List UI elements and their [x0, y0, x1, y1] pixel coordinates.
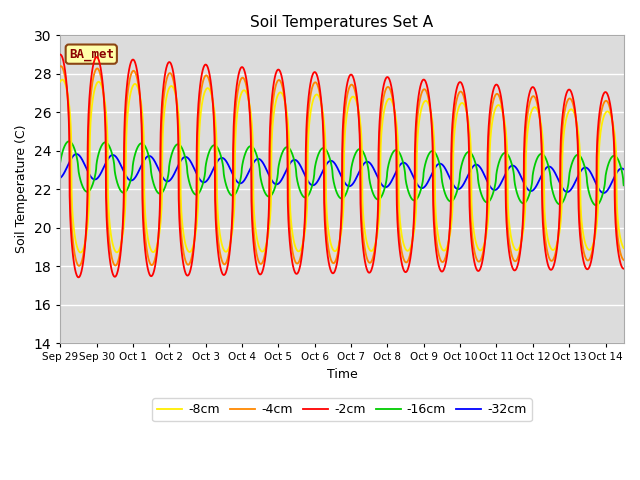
- Y-axis label: Soil Temperature (C): Soil Temperature (C): [15, 125, 28, 253]
- -32cm: [604, 187, 611, 193]
- -8cm: [86, 152, 93, 157]
- -2cm: [86, 96, 93, 101]
- Line: -4cm: -4cm: [60, 66, 624, 266]
- -16cm: [86, 188, 93, 193]
- -8cm: [316, 96, 324, 102]
- -4cm: [76, 263, 83, 269]
- -16cm: [500, 150, 508, 156]
- -16cm: [604, 163, 612, 168]
- Line: -16cm: -16cm: [60, 141, 624, 205]
- -32cm: [316, 175, 323, 180]
- -16cm: [620, 182, 628, 188]
- -4cm: [57, 63, 65, 69]
- Legend: -8cm, -4cm, -2cm, -16cm, -32cm: -8cm, -4cm, -2cm, -16cm, -32cm: [152, 398, 532, 421]
- -32cm: [500, 174, 508, 180]
- -32cm: [72, 151, 80, 157]
- -4cm: [86, 107, 93, 113]
- -2cm: [500, 123, 508, 129]
- -4cm: [331, 259, 339, 265]
- -32cm: [620, 167, 628, 172]
- -16cm: [331, 183, 339, 189]
- -2cm: [56, 52, 64, 58]
- -32cm: [600, 190, 607, 196]
- -32cm: [604, 187, 612, 192]
- -8cm: [331, 248, 339, 254]
- -8cm: [620, 245, 628, 251]
- -16cm: [604, 164, 611, 169]
- -16cm: [592, 203, 600, 208]
- -8cm: [77, 250, 84, 255]
- Line: -2cm: -2cm: [60, 55, 624, 277]
- -2cm: [604, 92, 611, 97]
- -8cm: [58, 77, 66, 83]
- X-axis label: Time: Time: [326, 368, 357, 381]
- Title: Soil Temperatures Set A: Soil Temperatures Set A: [250, 15, 433, 30]
- -8cm: [604, 108, 612, 114]
- -16cm: [316, 149, 323, 155]
- -4cm: [56, 63, 64, 69]
- -4cm: [500, 124, 508, 130]
- -2cm: [620, 266, 628, 272]
- -8cm: [500, 118, 508, 124]
- -32cm: [331, 160, 339, 166]
- -2cm: [316, 84, 323, 90]
- -2cm: [604, 91, 611, 97]
- -8cm: [56, 79, 64, 84]
- -32cm: [86, 171, 93, 177]
- -4cm: [604, 99, 612, 105]
- -8cm: [604, 108, 611, 114]
- Text: BA_met: BA_met: [68, 48, 114, 60]
- -2cm: [74, 275, 82, 280]
- -4cm: [620, 257, 628, 263]
- -2cm: [331, 269, 339, 275]
- Line: -32cm: -32cm: [60, 154, 624, 193]
- -16cm: [56, 159, 64, 165]
- Line: -8cm: -8cm: [60, 80, 624, 252]
- -4cm: [604, 99, 611, 105]
- -32cm: [56, 175, 64, 181]
- -4cm: [316, 92, 324, 97]
- -16cm: [65, 138, 73, 144]
